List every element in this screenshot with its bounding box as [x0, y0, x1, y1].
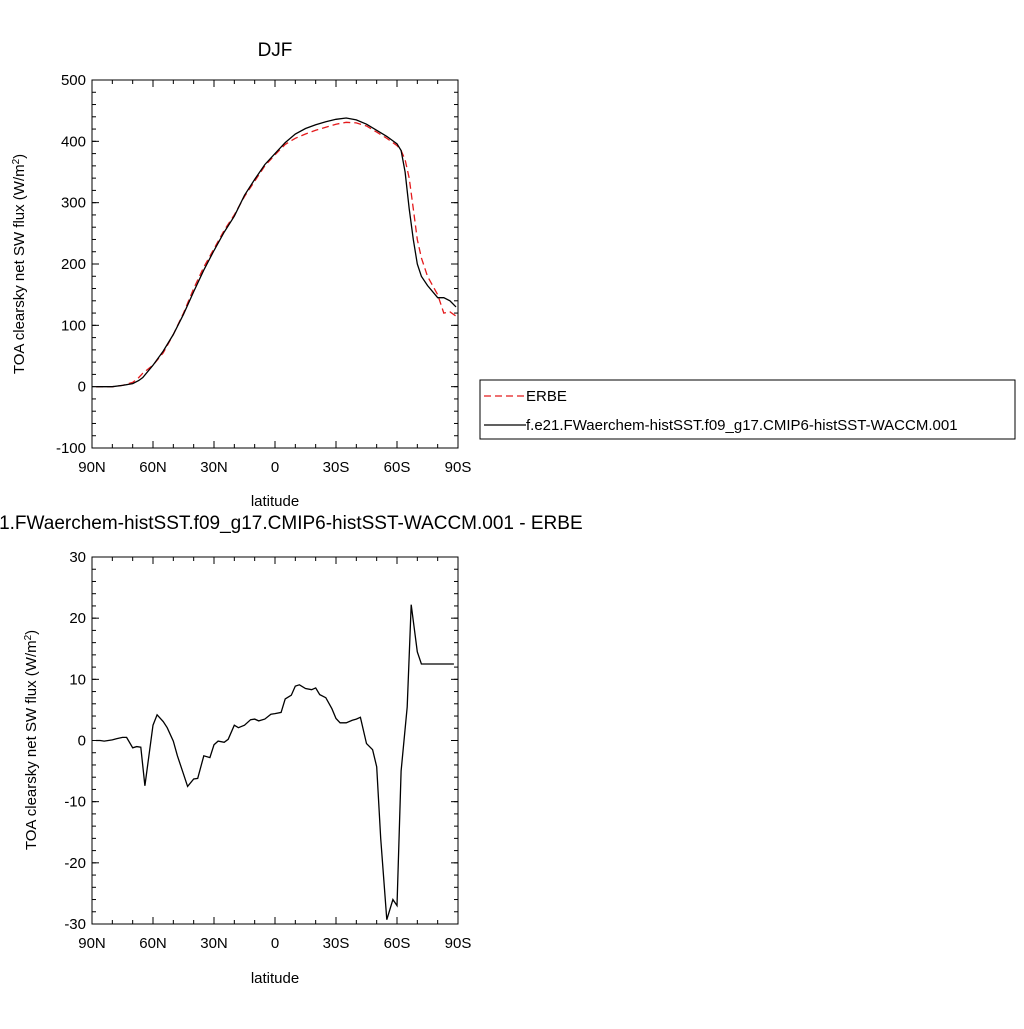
bottom-y-tick-label: 0 [78, 733, 86, 750]
top-x-tick-labels: 90N 60N 30N 0 30S 60S 90S [78, 459, 471, 476]
top-x-tick-label: 90N [78, 459, 106, 476]
bottom-y-tick-label: -20 [64, 855, 86, 872]
bottom-axis-ticks [91, 556, 459, 925]
top-chart-title: DJF [258, 40, 293, 61]
bottom-series-group [96, 604, 454, 920]
top-y-tick-label: 300 [61, 195, 86, 212]
bottom-chart-title: f.e21.FWaerchem-histSST.f09_g17.CMIP6-hi… [0, 513, 583, 534]
top-y-axis-label-main: TOA clearsky net SW flux (W/m [11, 164, 28, 374]
bottom-x-tick-label: 30N [200, 935, 228, 952]
bottom-y-tick-label: 20 [69, 610, 86, 627]
top-chart: DJF 90N 60N 30N 0 30S 60S 90S -100 0 100… [11, 40, 472, 510]
bottom-y-tick-label: 10 [69, 671, 86, 688]
top-x-tick-label: 0 [271, 459, 279, 476]
top-series-group [96, 117, 457, 388]
top-y-axis-label: TOA clearsky net SW flux (W/m2) [11, 154, 29, 374]
bottom-x-axis-label: latitude [251, 970, 299, 987]
bottom-x-tick-label: 30S [323, 935, 350, 952]
legend-box [479, 379, 1016, 440]
bottom-y-tick-label: 30 [69, 549, 86, 566]
top-x-tick-label: 60S [384, 459, 411, 476]
bottom-series-line-difference [96, 604, 454, 920]
bottom-y-tick-label: -30 [64, 916, 86, 933]
top-y-tick-labels: -100 0 100 200 300 400 500 [56, 72, 86, 457]
top-x-axis-label: latitude [251, 493, 299, 510]
top-y-tick-label: 100 [61, 317, 86, 334]
top-y-axis-label-close: ) [11, 154, 28, 159]
top-y-tick-label: 0 [78, 379, 86, 396]
top-series-line-erbe [96, 121, 457, 388]
top-y-tick-label: 200 [61, 256, 86, 273]
top-plot-frame [91, 79, 459, 449]
bottom-y-axis-label-main: TOA clearsky net SW flux (W/m [23, 640, 40, 850]
bottom-y-tick-labels: -30 -20 -10 0 10 20 30 [64, 549, 86, 933]
legend-erbe-label: ERBE [526, 388, 567, 405]
bottom-x-tick-label: 60N [139, 935, 167, 952]
top-y-tick-label: 500 [61, 72, 86, 89]
legend-model-label: f.e21.FWaerchem-histSST.f09_g17.CMIP6-hi… [526, 417, 958, 434]
bottom-x-tick-label: 90N [78, 935, 106, 952]
bottom-x-tick-label: 0 [271, 935, 279, 952]
top-x-tick-label: 60N [139, 459, 167, 476]
top-axis-ticks [91, 79, 459, 449]
bottom-y-tick-label: -10 [64, 794, 86, 811]
bottom-x-tick-labels: 90N 60N 30N 0 30S 60S 90S [78, 935, 471, 952]
bottom-x-tick-label: 90S [445, 935, 472, 952]
bottom-y-axis-label-sup: 2 [23, 634, 34, 640]
bottom-chart: f.e21.FWaerchem-histSST.f09_g17.CMIP6-hi… [0, 513, 583, 987]
bottom-x-tick-label: 60S [384, 935, 411, 952]
bottom-plot-frame [91, 556, 459, 925]
top-y-tick-label: -100 [56, 440, 86, 457]
top-series-line-model [96, 117, 457, 388]
bottom-y-axis-label-close: ) [23, 630, 40, 635]
top-x-tick-label: 90S [445, 459, 472, 476]
top-x-tick-label: 30S [323, 459, 350, 476]
legend: ERBE f.e21.FWaerchem-histSST.f09_g17.CMI… [479, 379, 1016, 440]
bottom-y-axis-label: TOA clearsky net SW flux (W/m2) [23, 630, 41, 850]
top-y-axis-label-sup: 2 [11, 158, 22, 164]
top-y-tick-label: 400 [61, 133, 86, 150]
top-x-tick-label: 30N [200, 459, 228, 476]
